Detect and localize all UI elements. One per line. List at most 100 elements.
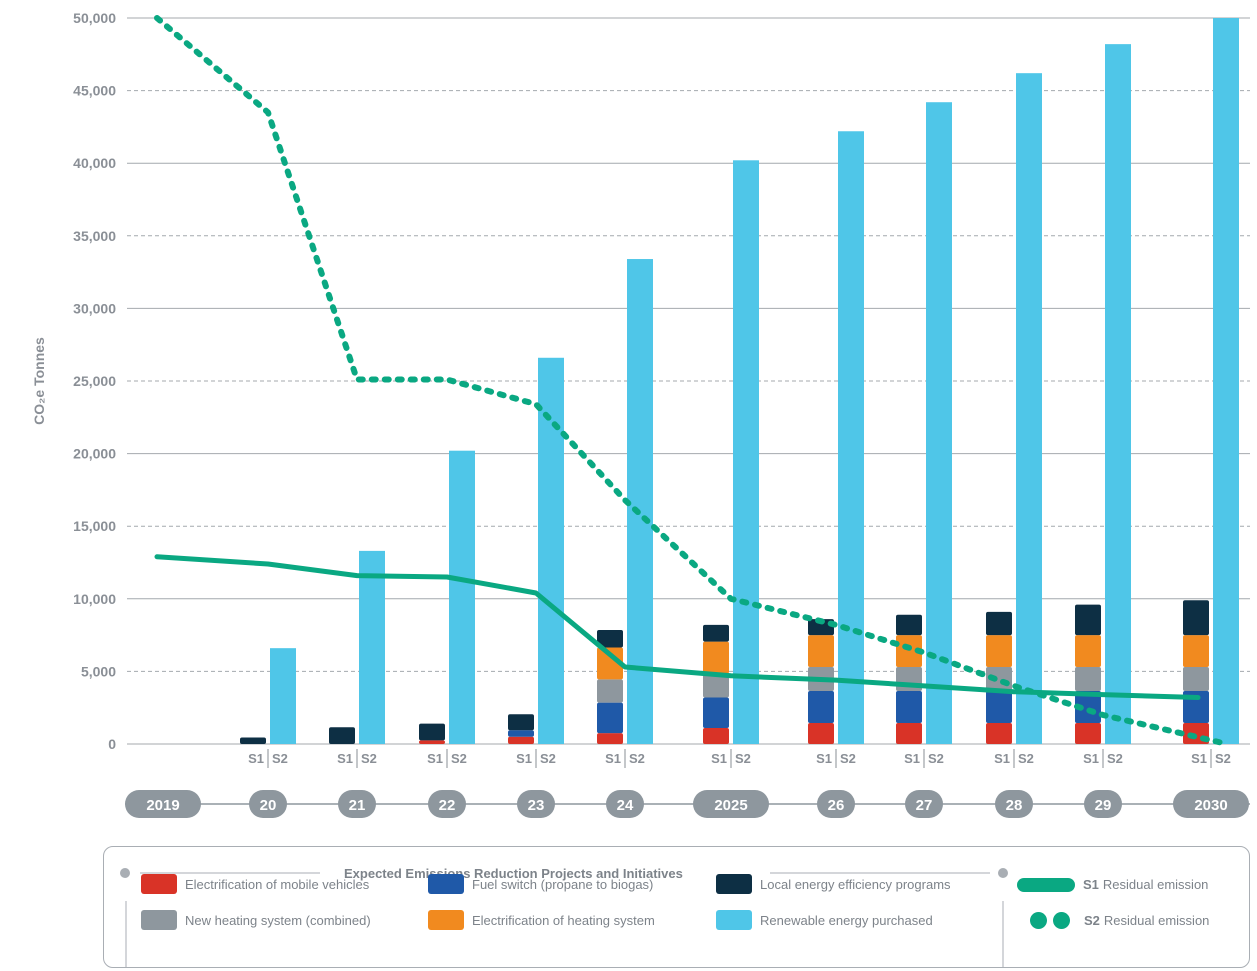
year-pill — [338, 790, 376, 818]
year-label: 22 — [439, 797, 456, 814]
year-label: 21 — [349, 797, 366, 814]
s1-bar-segment — [1183, 635, 1209, 668]
residual-lines — [154, 15, 1230, 747]
legend-label: Electrification of heating system — [472, 912, 655, 928]
year-pill — [995, 790, 1033, 818]
legend-item-efficiency-programs: Local energy efficiency programs — [716, 874, 951, 894]
s1-bar-segment — [1075, 635, 1101, 668]
legend-label: Local energy efficiency programs — [760, 876, 951, 892]
legend-item-fuel-switch: Fuel switch (propane to biogas) — [428, 874, 653, 894]
y-tick-label: 25,000 — [73, 373, 116, 389]
s1-bar-segment — [703, 697, 729, 729]
y-tick-label: 45,000 — [73, 83, 116, 99]
s1-bar-segment — [986, 722, 1012, 744]
s1-bar-segment — [1183, 667, 1209, 692]
year-pill — [817, 790, 855, 818]
s2-bar — [449, 450, 475, 744]
s1-bar-segment — [1075, 604, 1101, 636]
legend-item-s2-residual: S2 Residual emission — [1030, 912, 1209, 929]
legend-swatch — [428, 874, 464, 894]
s1-bar-segment — [597, 679, 623, 703]
s2-bar — [359, 550, 385, 744]
year-label: 2019 — [146, 797, 179, 814]
s1-label: S1 — [711, 751, 727, 766]
s2-label: S2 — [735, 751, 751, 766]
s1-bar-segment — [508, 730, 534, 737]
legend-item-heating-system: New heating system (combined) — [141, 910, 371, 930]
legend-label: Residual emission — [1102, 877, 1209, 892]
s1-bar-segment — [597, 630, 623, 648]
bar-sublabels: S1 S2 S1 S2 S1 S2 S1 S2 S1 S2 S1 S2 S1 S2 S1 S2 S1 S2 S1 S2… — [248, 749, 1231, 768]
s2-label: S2 — [272, 751, 288, 766]
y-axis-label: CO₂e Tonnes — [31, 337, 47, 425]
s1-bar-segment — [986, 611, 1012, 636]
s2-bar — [1016, 73, 1042, 744]
s2-bar — [926, 102, 952, 744]
s2-bar — [270, 648, 296, 744]
year-pill — [517, 790, 555, 818]
year-label: 29 — [1095, 797, 1112, 814]
legend — [103, 846, 1250, 968]
year-label: 27 — [916, 797, 933, 814]
s1-bar-segment — [597, 702, 623, 734]
legend-swatch — [141, 910, 177, 930]
legend-item-renewable-energy: Renewable energy purchased — [716, 910, 933, 930]
s2-bar — [627, 259, 653, 744]
s1-bar-segment — [986, 635, 1012, 668]
legend-title-rule — [120, 868, 1008, 878]
s1-label: S1 — [516, 751, 532, 766]
s1-bar-segment — [808, 722, 834, 744]
s2-label: S2 — [629, 751, 645, 766]
legend-swatch — [716, 874, 752, 894]
s1-label: S1 — [248, 751, 264, 766]
y-tick-label: 40,000 — [73, 155, 116, 171]
y-tick-label: 0 — [108, 736, 116, 752]
s1-bar-segment — [597, 733, 623, 744]
legend-label: Electrification of mobile vehicles — [185, 876, 370, 892]
s2-bar — [838, 131, 864, 745]
legend-swatch — [141, 874, 177, 894]
s1-bar-segment — [419, 740, 445, 744]
s1-label: S1 — [816, 751, 832, 766]
y-tick-label: 20,000 — [73, 446, 116, 462]
year-pill — [606, 790, 644, 818]
s2-label: S2 — [840, 751, 856, 766]
s1-bar-segment — [508, 714, 534, 731]
s1-bar-segment — [896, 635, 922, 668]
year-timeline: 2019 20 21 22 23 24 2025 26 27 28 29 2030 — [125, 790, 1250, 818]
s1-bar-segment — [808, 635, 834, 668]
s1-bar-segment — [419, 723, 445, 741]
legend-label: Renewable energy purchased — [760, 912, 933, 928]
year-label: 26 — [828, 797, 845, 814]
bars — [240, 18, 1239, 745]
y-tick-label: 15,000 — [73, 518, 116, 534]
s2-label: S2 — [451, 751, 467, 766]
s1-bar-segment — [703, 673, 729, 698]
legend-item-s1-residual: S1 Residual emission — [1017, 877, 1208, 892]
s1-bar-segment — [986, 691, 1012, 723]
legend-swatch — [716, 910, 752, 930]
s2-label: S2 — [361, 751, 377, 766]
s2-label: S2 — [1018, 751, 1034, 766]
s1-label: S1 — [994, 751, 1010, 766]
s1-bar-segment — [808, 691, 834, 723]
s2-bar — [733, 160, 759, 744]
year-label: 2025 — [714, 797, 747, 814]
year-label: 23 — [528, 797, 545, 814]
y-tick-label: 30,000 — [73, 300, 116, 316]
s1-bar-segment — [896, 614, 922, 636]
s2-label: S2 — [1215, 751, 1231, 766]
s1-label: S1 — [605, 751, 621, 766]
s1-label: S1 — [1083, 751, 1099, 766]
y-axis-ticks: 0 5,000 10,000 15,000 20,000 25,000 30,000 35,0… — [73, 10, 116, 752]
s1-bar-segment — [896, 722, 922, 744]
s2-label: S2 — [928, 751, 944, 766]
year-pill — [1173, 790, 1249, 818]
s2-bar — [538, 357, 564, 744]
legend-label: Fuel switch (propane to biogas) — [472, 876, 654, 892]
y-tick-label: 50,000 — [73, 10, 116, 26]
y-tick-label: 5,000 — [81, 663, 116, 679]
legend-item-heating-electrification: Electrification of heating system — [428, 910, 655, 930]
s1-bar-segment — [808, 619, 834, 636]
legend-label: New heating system (combined) — [185, 912, 371, 928]
